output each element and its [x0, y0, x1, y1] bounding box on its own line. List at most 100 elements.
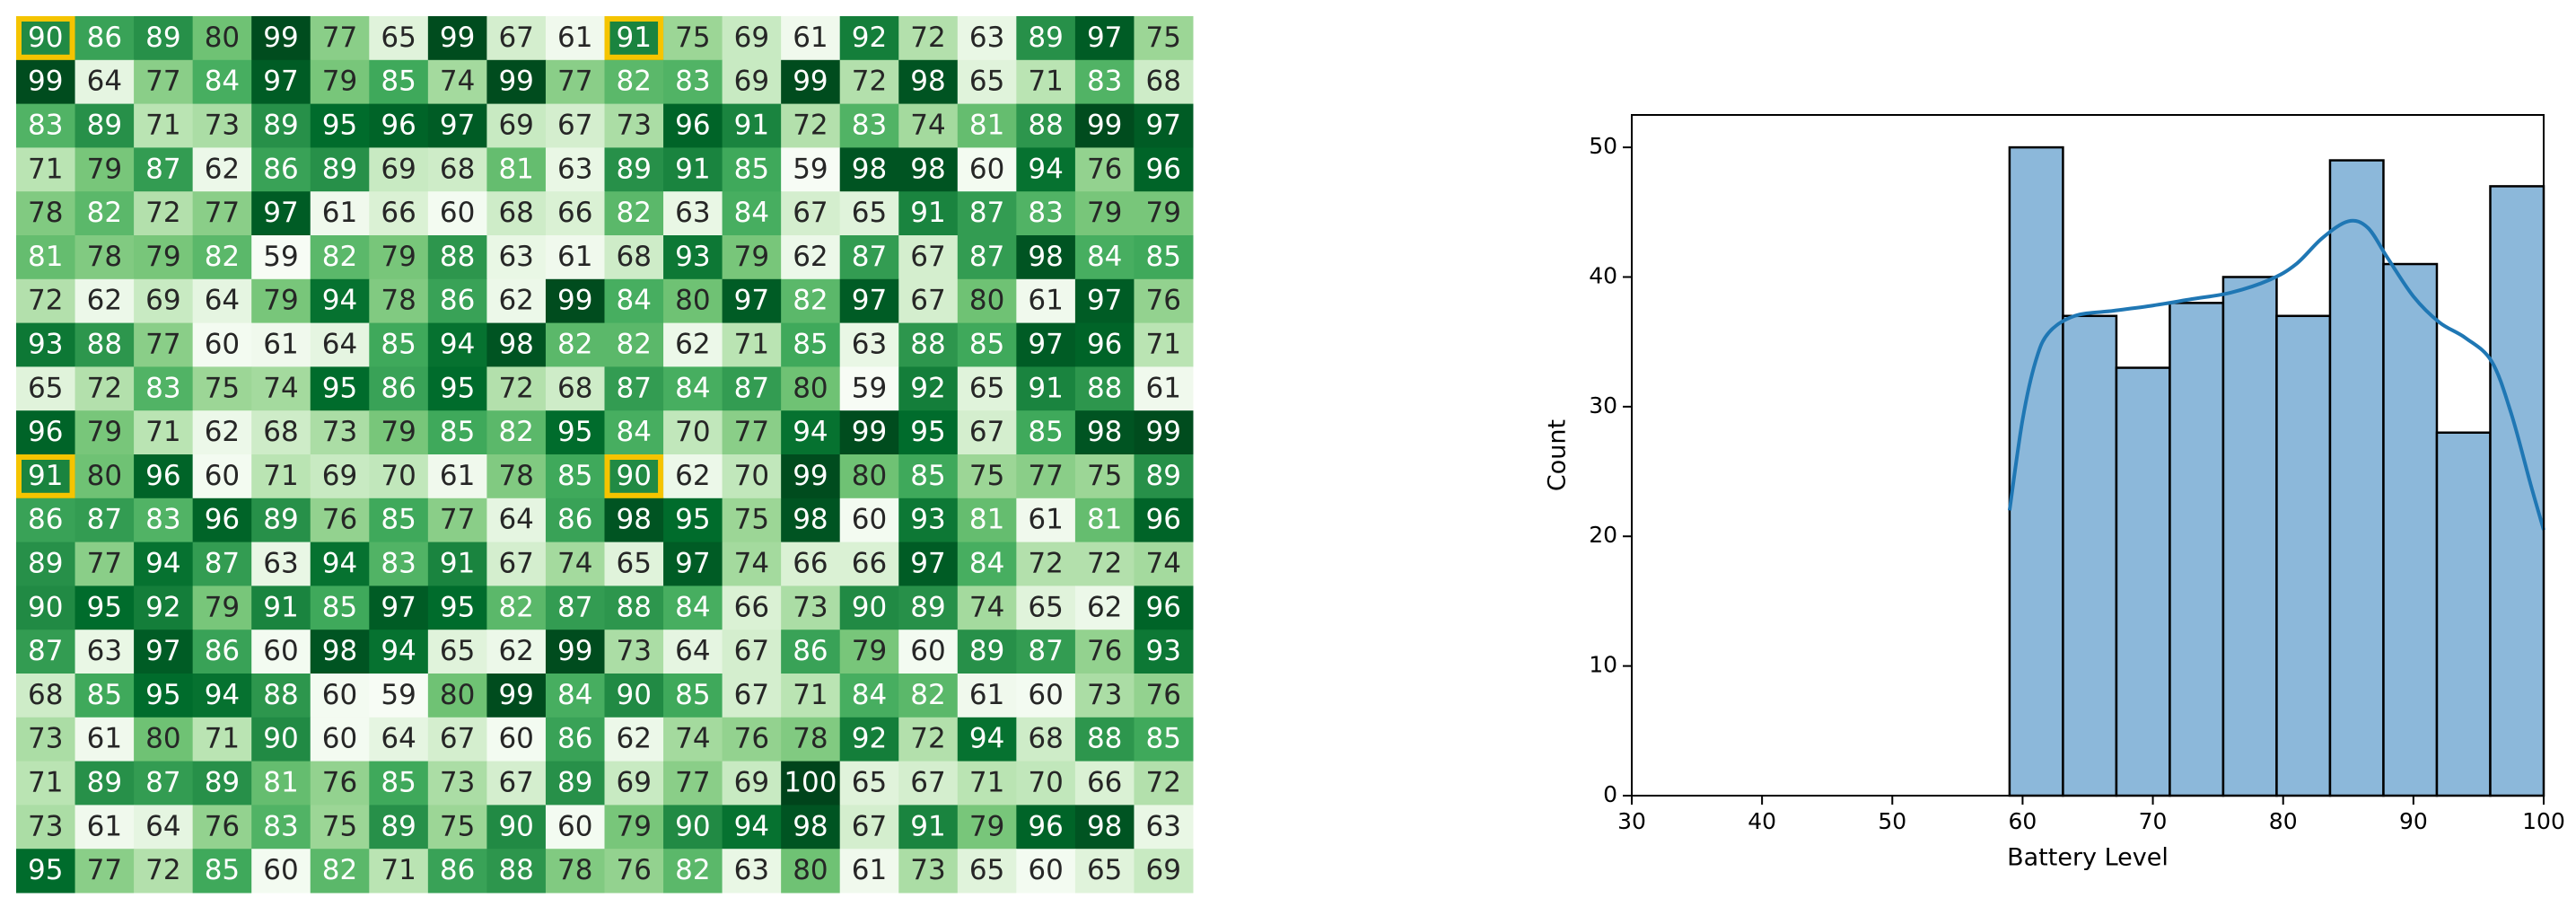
cell-label: 99: [1087, 110, 1122, 142]
cell-label: 78: [498, 460, 533, 492]
cell-label: 94: [793, 416, 828, 448]
cell-label: 60: [969, 153, 1004, 185]
heatmap-cell: [1074, 586, 1135, 630]
cell-label: 85: [557, 460, 592, 492]
cell-label: 84: [734, 197, 769, 229]
cell-label: 85: [1145, 723, 1180, 755]
heatmap-cell: [1134, 498, 1194, 543]
cell-label: 95: [28, 854, 63, 886]
heatmap-cell: [1074, 410, 1135, 455]
cell-label: 86: [793, 635, 828, 667]
heatmap-cell: [74, 235, 135, 280]
x-tick-label: 60: [2009, 808, 2037, 834]
heatmap-cell: [663, 761, 723, 806]
heatmap-cell: [839, 849, 899, 894]
cell-label: 73: [322, 416, 357, 448]
heatmap-cell: [781, 322, 841, 367]
cell-label: 85: [87, 679, 122, 711]
cell-label: 60: [852, 504, 887, 536]
heatmap-cell: [192, 235, 252, 280]
heatmap-cell: [310, 16, 370, 61]
heatmap-cell: [663, 717, 723, 762]
cell-label: 61: [1028, 504, 1063, 536]
cell-label: 97: [381, 591, 416, 623]
cell-label: 73: [617, 110, 652, 142]
cell-label: 74: [263, 372, 298, 404]
heatmap-cell: [839, 454, 899, 499]
heatmap-cell: [545, 147, 605, 192]
heatmap-cell: [369, 278, 429, 324]
cell-label: 91: [1028, 372, 1063, 404]
cell-label: 90: [28, 22, 63, 54]
heatmap-cell: [663, 498, 723, 543]
heatmap-cell: [898, 542, 959, 586]
heatmap-cell: [898, 410, 959, 455]
cell-label: 97: [1087, 285, 1122, 317]
cell-label: 82: [322, 854, 357, 886]
cell-label: 73: [793, 591, 828, 623]
heatmap-cell: [781, 717, 841, 762]
heatmap-cell: [545, 542, 605, 586]
heatmap-cell: [1134, 235, 1194, 280]
heatmap-cell: [310, 366, 370, 411]
heatmap-cell: [16, 542, 76, 586]
heatmap-cell: [898, 630, 959, 674]
heatmap-cell: [134, 586, 194, 630]
heatmap-cell: [604, 542, 664, 586]
heatmap-cell: [427, 322, 487, 367]
cell-label: 75: [734, 504, 769, 536]
cell-label: 96: [28, 416, 63, 448]
heatmap-cell: [486, 849, 547, 894]
heatmap-cell: [1134, 103, 1194, 148]
heatmap-cell: [427, 191, 487, 236]
cell-label: 73: [1087, 679, 1122, 711]
cell-label: 74: [440, 66, 475, 98]
cell-label: 83: [1028, 197, 1063, 229]
heatmap-cell: [781, 59, 841, 105]
cell-label: 62: [498, 285, 533, 317]
heatmap-cell: [957, 717, 1017, 762]
cell-label: 67: [557, 110, 592, 142]
heatmap-cell: [1134, 630, 1194, 674]
cell-label: 85: [381, 767, 416, 799]
cell-label: 60: [1028, 679, 1063, 711]
heatmap-cell: [1074, 366, 1135, 411]
heatmap-cell: [369, 59, 429, 105]
heatmap-cell: [192, 278, 252, 324]
heatmap-cell: [1016, 454, 1076, 499]
heatmap-cell: [310, 849, 370, 894]
cell-label: 78: [87, 241, 122, 273]
heatmap-cell: [898, 191, 959, 236]
heatmap-cell: [251, 278, 311, 324]
heatmap-cell: [604, 191, 664, 236]
cell-label: 84: [617, 416, 652, 448]
heatmap-cell: [16, 103, 76, 148]
cell-label: 90: [263, 723, 298, 755]
heatmap-cell: [1134, 674, 1194, 718]
cell-label: 81: [1087, 504, 1122, 536]
heatmap-cell: [427, 717, 487, 762]
cell-label: 83: [675, 66, 710, 98]
heatmap-cell: [16, 454, 76, 499]
cell-label: 80: [793, 854, 828, 886]
heatmap-cell: [486, 322, 547, 367]
heatmap-cell: [722, 454, 782, 499]
heatmap-cell: [898, 278, 959, 324]
cell-label: 90: [28, 591, 63, 623]
heatmap-cell: [192, 191, 252, 236]
cell-label: 82: [87, 197, 122, 229]
heatmap-cell: [251, 586, 311, 630]
cell-label: 73: [28, 810, 63, 842]
cell-label: 69: [381, 153, 416, 185]
cell-label: 95: [440, 591, 475, 623]
cell-label: 70: [1028, 767, 1063, 799]
heatmap-cell: [1134, 454, 1194, 499]
cell-label: 89: [910, 591, 945, 623]
heatmap-cell: [486, 191, 547, 236]
cell-label: 85: [1145, 241, 1180, 273]
y-tick-label: 30: [1589, 392, 1617, 418]
cell-label: 95: [675, 504, 710, 536]
heatmap-cell: [1074, 717, 1135, 762]
heatmap-cell: [781, 761, 841, 806]
heatmap-cell: [781, 191, 841, 236]
